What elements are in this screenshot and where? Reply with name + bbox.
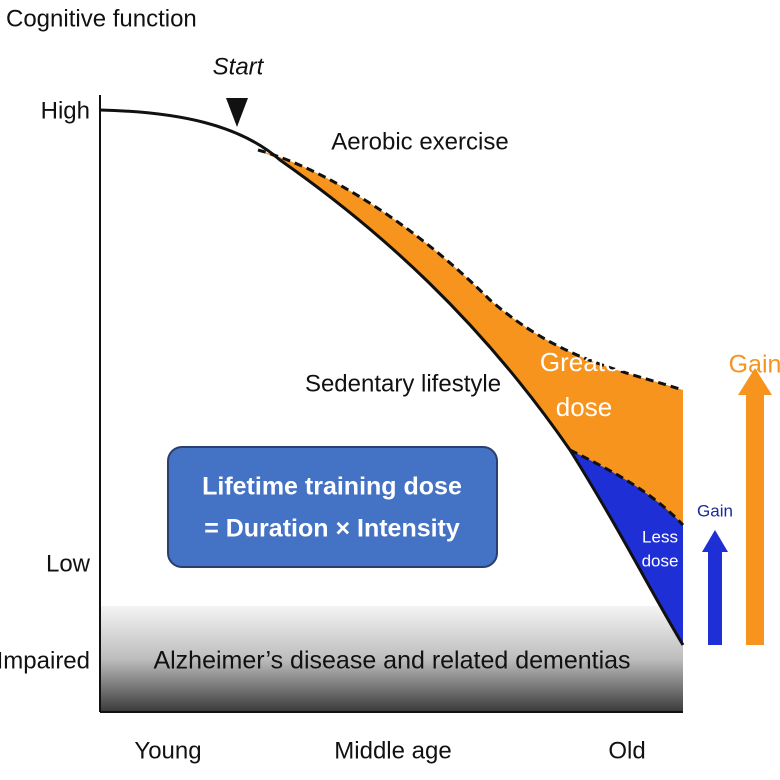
x-stage: Middle age — [334, 737, 451, 764]
less-dose-label: dose — [642, 551, 679, 570]
less-dose-label: Less — [642, 527, 678, 546]
y-level: High — [41, 97, 90, 124]
small-gain-arrow — [702, 530, 728, 645]
start-marker — [226, 98, 248, 127]
sedentary-curve — [99, 108, 685, 646]
y-axis-title: Cognitive function — [6, 5, 197, 32]
y-level: Impaired — [0, 647, 90, 674]
less-dose-curve — [569, 448, 685, 527]
large-gain-label: Gain — [729, 351, 780, 379]
start-label: Start — [213, 53, 265, 80]
small-gain-label: Gain — [697, 501, 733, 520]
x-stage: Old — [608, 737, 645, 764]
large-gain-arrow — [738, 368, 772, 645]
disease-label: Alzheimer’s disease and related dementia… — [153, 647, 630, 675]
greater-dose-label: dose — [556, 392, 612, 422]
greater-dose-label: Greater — [540, 347, 628, 377]
y-level: Low — [46, 550, 91, 577]
x-stage: Young — [134, 737, 201, 764]
dose-box-text: Lifetime training dose — [202, 473, 462, 501]
aerobic-curve — [257, 148, 684, 392]
dose-box-text: = Duration × Intensity — [204, 515, 460, 543]
sedentary-label: Sedentary lifestyle — [305, 370, 501, 397]
greater-dose-region — [258, 150, 683, 645]
disease-band — [100, 606, 683, 712]
aerobic-label: Aerobic exercise — [331, 128, 508, 155]
dose-box — [167, 446, 498, 568]
